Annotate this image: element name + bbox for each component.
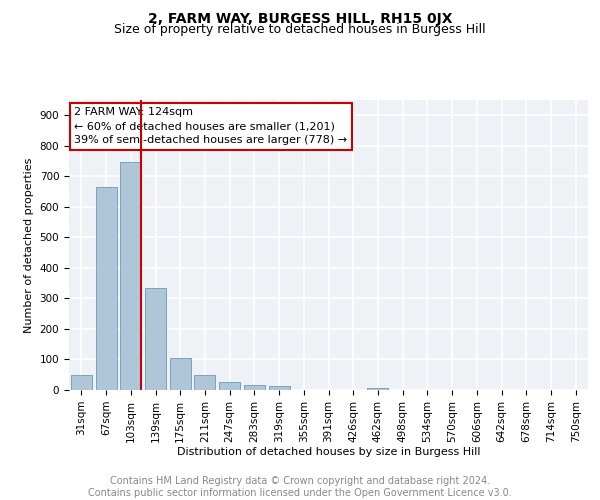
Text: 2 FARM WAY: 124sqm
← 60% of detached houses are smaller (1,201)
39% of semi-deta: 2 FARM WAY: 124sqm ← 60% of detached hou…	[74, 108, 347, 146]
Bar	[145, 288, 166, 390]
Bar	[170, 358, 191, 390]
Bar	[194, 374, 215, 390]
Text: Contains HM Land Registry data © Crown copyright and database right 2024.
Contai: Contains HM Land Registry data © Crown c…	[88, 476, 512, 498]
Bar	[219, 382, 240, 390]
Bar	[269, 386, 290, 390]
Text: 2, FARM WAY, BURGESS HILL, RH15 0JX: 2, FARM WAY, BURGESS HILL, RH15 0JX	[148, 12, 452, 26]
X-axis label: Distribution of detached houses by size in Burgess Hill: Distribution of detached houses by size …	[177, 448, 480, 458]
Bar	[244, 384, 265, 390]
Bar	[71, 374, 92, 390]
Bar	[95, 187, 116, 390]
Bar	[367, 388, 388, 390]
Text: Size of property relative to detached houses in Burgess Hill: Size of property relative to detached ho…	[114, 22, 486, 36]
Y-axis label: Number of detached properties: Number of detached properties	[24, 158, 34, 332]
Bar	[120, 162, 141, 390]
